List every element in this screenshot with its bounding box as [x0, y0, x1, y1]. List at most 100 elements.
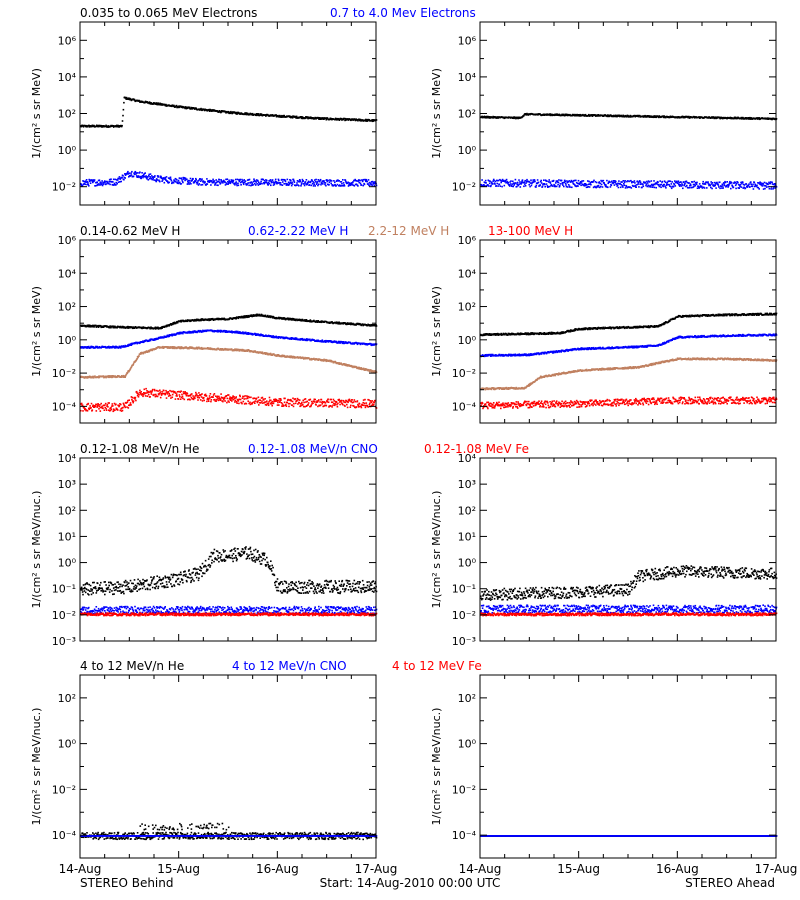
data-point [150, 178, 153, 180]
data-point [196, 183, 198, 185]
data-point [128, 176, 130, 178]
data-point [245, 113, 247, 115]
data-point [113, 184, 115, 186]
y-tick-label: 10⁴ [458, 71, 477, 84]
data-point [154, 389, 156, 392]
data-point [536, 114, 539, 116]
data-point [146, 395, 149, 397]
data-point [127, 170, 129, 173]
data-point [132, 400, 135, 402]
data-point [125, 98, 127, 100]
data-point [237, 184, 240, 187]
data-point [255, 113, 258, 115]
data-point [313, 183, 316, 186]
data-point [208, 181, 211, 183]
data-point [369, 342, 372, 345]
data-point [336, 183, 339, 186]
data-point [246, 184, 248, 186]
data-point [324, 182, 327, 184]
data-point [677, 180, 680, 182]
data-point [322, 117, 325, 119]
data-point [185, 106, 187, 109]
data-point [138, 355, 140, 357]
data-point [512, 185, 514, 188]
data-point [245, 112, 248, 114]
data-point [160, 177, 163, 180]
data-point [87, 125, 89, 128]
data-point [109, 180, 112, 183]
data-point [512, 117, 514, 119]
data-point [256, 182, 258, 185]
data-point [249, 182, 252, 184]
data-point [195, 181, 198, 184]
data-point [293, 181, 296, 183]
data-point [208, 109, 210, 112]
data-point [655, 186, 657, 189]
data-point [635, 184, 638, 186]
data-point [153, 179, 155, 181]
data-point [273, 182, 275, 184]
data-point [258, 181, 260, 184]
data-point [317, 184, 319, 187]
data-point [687, 187, 689, 189]
data-point [716, 181, 718, 184]
data-point [289, 115, 292, 118]
data-point [141, 174, 144, 177]
data-point [318, 118, 321, 120]
data-point [159, 389, 161, 392]
data-point [273, 183, 276, 186]
data-point [330, 180, 333, 182]
data-point [267, 184, 269, 186]
data-point [240, 181, 243, 183]
data-point [704, 183, 707, 185]
data-point [181, 180, 184, 183]
data-point [159, 180, 161, 183]
data-point [246, 179, 249, 181]
data-point [588, 186, 591, 188]
data-point [718, 186, 720, 188]
data-point [297, 184, 299, 186]
data-point [105, 407, 107, 410]
data-point [166, 393, 169, 395]
data-point [165, 389, 167, 392]
data-point [622, 180, 625, 182]
data-point [276, 182, 278, 185]
data-point [373, 182, 375, 185]
data-point [268, 182, 271, 185]
data-point [635, 186, 637, 188]
data-point [289, 181, 292, 184]
data-point [715, 187, 717, 189]
data-point [125, 96, 128, 99]
series-0-62-2-22-mev-h [80, 329, 378, 349]
data-point [664, 181, 667, 184]
data-point [227, 180, 229, 183]
data-point [100, 125, 102, 127]
data-point [236, 113, 238, 115]
data-point [323, 180, 325, 182]
data-point [172, 105, 175, 108]
data-point [367, 183, 369, 185]
data-point [230, 110, 232, 113]
data-point [215, 179, 217, 181]
data-point [121, 177, 123, 179]
data-point [587, 185, 589, 188]
data-point [234, 184, 236, 186]
data-point [152, 103, 154, 105]
data-point [312, 185, 315, 187]
data-point [82, 180, 84, 182]
data-point [85, 126, 88, 128]
data-point [747, 184, 750, 187]
data-point [139, 175, 142, 178]
data-point [567, 186, 569, 188]
data-point [291, 183, 294, 185]
data-point [739, 183, 742, 186]
data-point [167, 181, 169, 183]
data-point [103, 183, 105, 185]
data-point [504, 117, 506, 119]
data-point [82, 410, 84, 412]
data-point [371, 180, 374, 183]
data-point [300, 117, 303, 120]
data-point [223, 179, 225, 182]
data-point [142, 176, 144, 179]
data-point [485, 116, 488, 119]
